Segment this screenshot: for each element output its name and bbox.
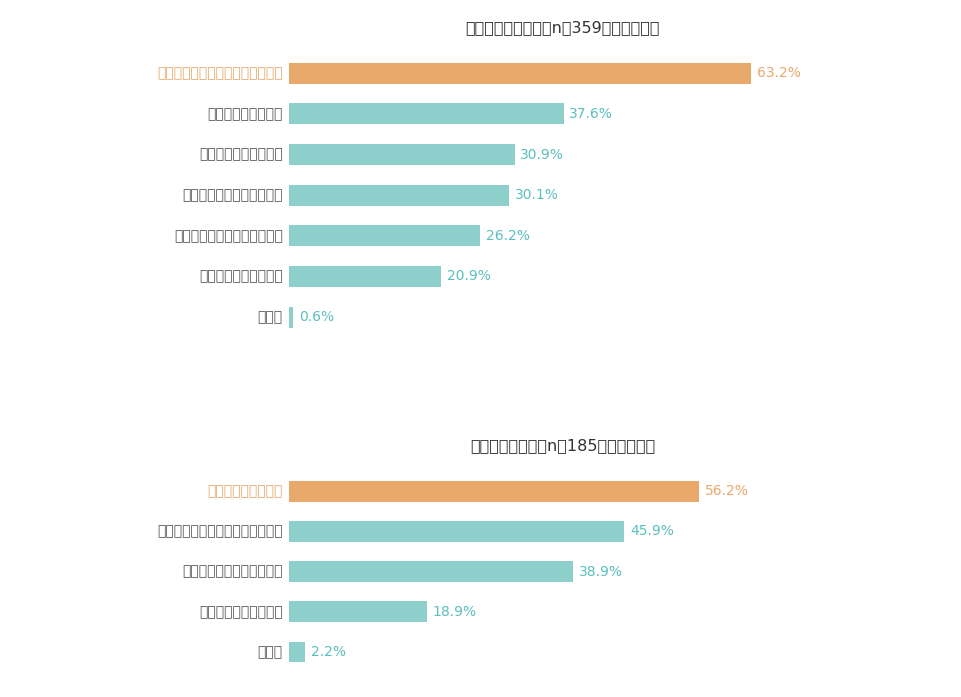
Text: 56.2%: 56.2%: [704, 484, 749, 498]
Text: その他: その他: [258, 645, 283, 659]
Text: 30.1%: 30.1%: [514, 188, 557, 202]
Bar: [288, 561, 573, 582]
Text: 勤務先からのサポート: 勤務先からのサポート: [199, 148, 283, 162]
Text: 自身のキャリアビジョンの明確化: 自身のキャリアビジョンの明確化: [157, 524, 283, 538]
Title: フリーランサー（n＝185・複数回答）: フリーランサー（n＝185・複数回答）: [470, 438, 654, 453]
Text: 国や自治体からのサポート: 国や自治体からのサポート: [182, 188, 283, 202]
Bar: [288, 602, 427, 622]
Text: 26.2%: 26.2%: [485, 229, 530, 243]
Text: 家族の理解・サポート: 家族の理解・サポート: [199, 605, 283, 619]
Text: 自身での資金の準備: 自身での資金の準備: [208, 107, 283, 121]
Bar: [288, 103, 563, 124]
Text: 20.9%: 20.9%: [447, 270, 491, 284]
Text: 30.9%: 30.9%: [520, 148, 564, 162]
Text: 上司や同僚の理解・サポート: 上司や同僚の理解・サポート: [174, 229, 283, 243]
Bar: [288, 144, 514, 165]
Bar: [288, 521, 624, 542]
Bar: [288, 225, 480, 246]
Text: 国や自治体からのサポート: 国や自治体からのサポート: [182, 565, 283, 579]
Bar: [288, 63, 750, 84]
Text: 家族の理解・サポート: 家族の理解・サポート: [199, 270, 283, 284]
Text: 37.6%: 37.6%: [569, 107, 612, 121]
Text: 0.6%: 0.6%: [299, 310, 333, 324]
Text: 38.9%: 38.9%: [579, 565, 622, 579]
Text: 自身のキャリアビジョンの明確化: 自身のキャリアビジョンの明確化: [157, 66, 283, 80]
Bar: [288, 481, 699, 502]
Text: その他: その他: [258, 310, 283, 324]
Text: 45.9%: 45.9%: [629, 524, 674, 538]
Title: ビジネスパーソン（n＝359・複数回答）: ビジネスパーソン（n＝359・複数回答）: [465, 20, 659, 35]
Bar: [288, 185, 508, 206]
Bar: [288, 641, 305, 662]
Bar: [288, 266, 441, 287]
Text: 18.9%: 18.9%: [432, 605, 477, 619]
Text: 63.2%: 63.2%: [755, 66, 800, 80]
Text: 2.2%: 2.2%: [310, 645, 345, 659]
Text: 自身での資金の準備: 自身での資金の準備: [208, 484, 283, 498]
Bar: [288, 307, 293, 328]
